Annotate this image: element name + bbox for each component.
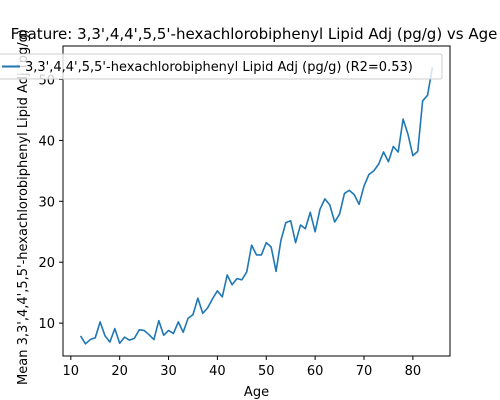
x-tick-label: 10: [63, 364, 80, 379]
legend: 3,3',4,4',5,5'-hexachlorobiphenyl Lipid …: [0, 53, 443, 80]
y-tick-label: 30: [38, 195, 55, 210]
series-line-0: [79, 67, 434, 345]
chart-title: Feature: 3,3',4,4',5,5'-hexachlorobiphen…: [11, 25, 498, 43]
y-tick-label: 20: [38, 256, 55, 271]
y-axis-label: Mean 3,3',4,4',5,5'-hexachlorobiphenyl L…: [16, 29, 31, 385]
x-tick-label: 30: [160, 364, 177, 379]
x-tick-label: 20: [111, 364, 128, 379]
y-tick-label: 40: [38, 134, 55, 149]
x-tick-label: 40: [209, 364, 226, 379]
x-tick-label: 50: [258, 364, 275, 379]
plot-frame: [62, 45, 451, 357]
x-tick-label: 80: [405, 364, 422, 379]
x-tick-label: 70: [356, 364, 373, 379]
x-tick-label: 60: [307, 364, 324, 379]
series-group: [79, 67, 434, 345]
plot-area: 10 20 30 40 50 60 70 80 10 20 30 40 50: [38, 45, 451, 379]
x-axis-ticks: 10 20 30 40 50 60 70 80: [63, 356, 422, 379]
legend-label: 3,3',4,4',5,5'-hexachlorobiphenyl Lipid …: [25, 60, 413, 75]
legend-box: [0, 53, 443, 80]
x-axis-label: Age: [244, 385, 269, 400]
y-tick-label: 10: [38, 317, 55, 332]
